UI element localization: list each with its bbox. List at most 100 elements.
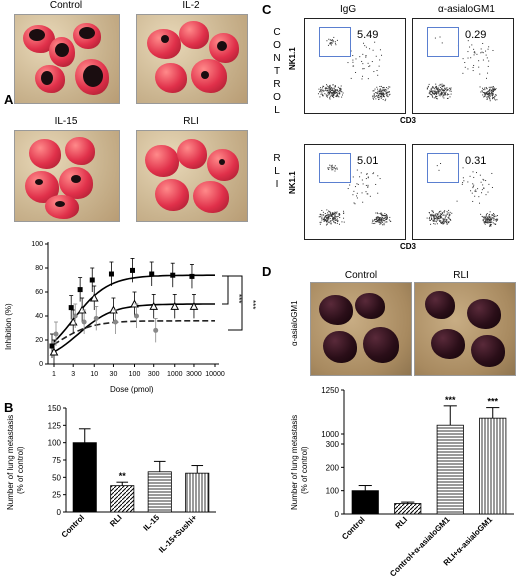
photo-d-control-lungs <box>310 282 412 376</box>
facs-col-header-asialo: α-asialoGM1 <box>438 4 495 15</box>
facs-value: 0.29 <box>465 29 487 41</box>
data-point <box>49 347 59 356</box>
x-tick-label: 1000 <box>167 371 183 378</box>
panel-d-ylabel1: Number of lung metastasis <box>290 414 299 510</box>
x-tick-label: 1 <box>52 371 56 378</box>
sig-label: *** <box>487 397 498 407</box>
facs-plot-rli-asialo: 0.31 <box>412 144 514 240</box>
facs-gate <box>427 27 459 57</box>
y-tick-label: 300 <box>326 440 340 449</box>
data-point <box>130 267 135 273</box>
sig-label: *** <box>445 395 456 405</box>
facs-gate <box>319 153 351 183</box>
facs-gate <box>427 153 459 183</box>
y-tick-label: 200 <box>326 463 340 472</box>
data-point <box>149 301 159 310</box>
data-point <box>49 343 55 349</box>
facs-ylabel-bottom: NK1.1 <box>288 171 297 194</box>
y-tick-label: 100 <box>31 241 43 248</box>
y-tick-label: 125 <box>48 421 62 430</box>
facs-value: 0.31 <box>465 155 487 167</box>
facs-xlabel-top: CD3 <box>400 116 417 125</box>
photo-d-rli-lungs <box>414 282 516 376</box>
photo-il15-lungs <box>14 130 120 222</box>
panel-b-label: B <box>4 400 14 415</box>
x-tick-label: 100 <box>129 371 141 378</box>
y-tick-label: 100 <box>326 487 340 496</box>
facs-plot-rli-igg: 5.01 <box>304 144 406 240</box>
y-tick-label: 60 <box>35 289 43 296</box>
panel-d-side-label: α-asialoGM1 <box>290 300 299 346</box>
data-point <box>153 327 159 333</box>
data-point <box>89 293 99 302</box>
sig-bracket-1 <box>222 275 229 305</box>
category-label: RLI <box>394 515 409 530</box>
y-tick-label: 0 <box>39 361 43 368</box>
y-tick-label: 50 <box>52 473 61 482</box>
fit-curve <box>53 320 215 346</box>
y-tick-label: 0 <box>57 508 62 517</box>
category-label: Control <box>60 513 86 539</box>
bar <box>110 485 135 513</box>
sig-label-1: *** <box>234 294 243 303</box>
category-label: IL-15 <box>142 513 162 533</box>
sig-label: ** <box>119 471 127 481</box>
bar <box>394 503 422 515</box>
facs-col-header-igg: IgG <box>340 4 357 15</box>
dose-response-chart: 0 20 40 60 80 100 1 3 10 30 100 300 1000 3000 10000 *… <box>31 241 257 378</box>
category-label: RLI <box>108 513 123 528</box>
bar <box>479 417 507 515</box>
facs-ylabel-top: NK1.1 <box>288 47 297 70</box>
facs-value: 5.49 <box>357 29 379 41</box>
sig-bracket-2 <box>228 275 243 331</box>
data-point <box>134 313 139 319</box>
panel-c-label: C <box>262 2 272 17</box>
data-point <box>112 319 118 325</box>
y-tick-label: 25 <box>52 491 61 500</box>
photo-rli-lungs <box>136 130 248 222</box>
panel-a-ylabel: Inhibition (%) <box>4 303 13 350</box>
photo-caption-rli: RLI <box>183 116 199 127</box>
bar <box>185 472 210 513</box>
data-point <box>189 301 199 310</box>
panel-a-label: A <box>4 92 14 107</box>
x-tick-label: 300 <box>148 371 160 378</box>
data-point <box>170 272 176 278</box>
bar <box>72 442 97 513</box>
x-tick-label: 10 <box>90 371 98 378</box>
photo-caption-control: Control <box>49 0 83 11</box>
data-point <box>93 315 99 321</box>
x-tick-label: 3 <box>71 371 75 378</box>
panel-d-caption-control: Control <box>344 270 378 281</box>
panel-b-ylabel1: Number of lung metastasis <box>6 414 15 510</box>
data-point <box>149 271 155 277</box>
y-tick-label: 1000 <box>321 430 339 439</box>
sig-label-2: *** <box>248 300 257 309</box>
panel-d-ylabel2: (% of control) <box>300 446 309 494</box>
panel-b-ylabel2: (% of control) <box>16 446 25 494</box>
photo-caption-il15: IL-15 <box>54 116 78 127</box>
y-tick-label: 80 <box>35 265 43 272</box>
data-point <box>89 277 95 283</box>
panel-d-caption-rli: RLI <box>453 270 469 281</box>
panel-d-label: D <box>262 264 272 279</box>
x-tick-label: 3000 <box>186 371 202 378</box>
facs-plot-control-igg: 5.49 <box>304 18 406 114</box>
data-point <box>170 301 180 310</box>
bar <box>147 471 172 513</box>
data-point <box>77 287 83 293</box>
y-tick-label: 20 <box>35 337 43 344</box>
y-tick-label: 150 <box>48 404 62 413</box>
photo-il2-lungs <box>136 14 248 104</box>
data-point <box>53 331 59 337</box>
data-point <box>68 305 74 311</box>
facs-gate <box>319 27 351 57</box>
y-tick-label: 0 <box>335 510 340 519</box>
data-point <box>72 313 78 319</box>
facs-value: 5.01 <box>357 155 379 167</box>
photo-caption-il2: IL-2 <box>182 0 200 11</box>
facs-plot-control-asialo: 0.29 <box>412 18 514 114</box>
x-tick-label: 30 <box>110 371 118 378</box>
